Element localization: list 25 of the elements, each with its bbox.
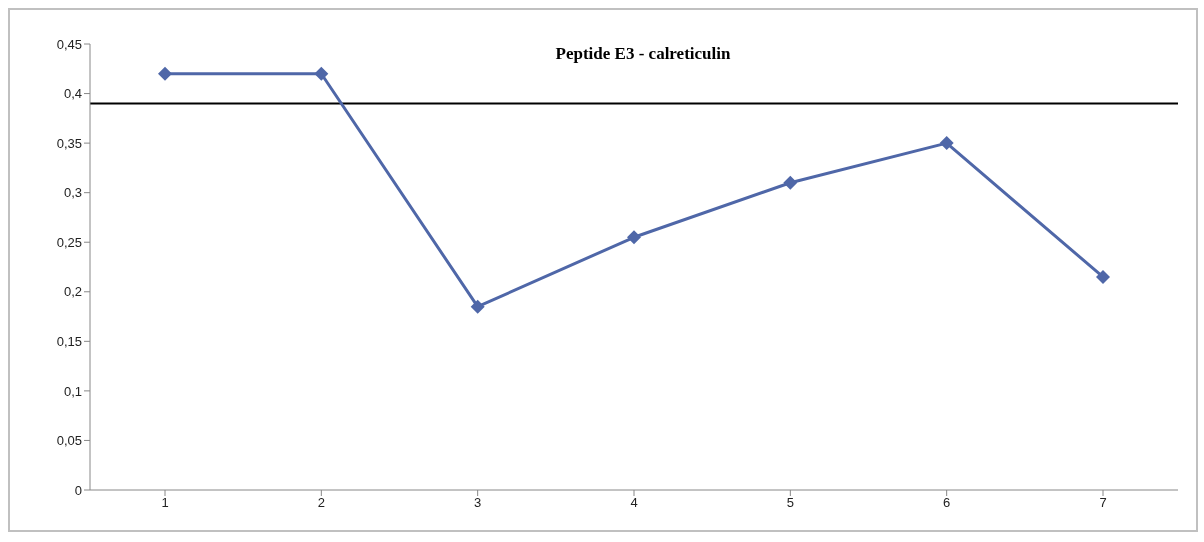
y-tick-label: 0,25 <box>56 234 82 250</box>
y-tick-label: 0,35 <box>56 135 82 151</box>
x-tick-label: 5 <box>786 495 794 511</box>
x-tick-label: 7 <box>1099 495 1107 511</box>
point <box>470 299 485 314</box>
point <box>783 175 798 190</box>
y-tick-label: 0,3 <box>63 185 82 201</box>
point <box>627 230 641 245</box>
y-tick-label: 0,05 <box>56 433 82 449</box>
x-tick-label: 6 <box>943 495 951 511</box>
y-tick-label: 0,4 <box>63 86 82 102</box>
y-tick-label: 0,15 <box>56 333 82 349</box>
y-tick-label: 0,45 <box>56 36 82 52</box>
point <box>158 66 172 81</box>
x-tick-label: 1 <box>161 495 169 511</box>
point <box>1096 269 1110 284</box>
y-tick-label: 0 <box>74 482 82 498</box>
y-tick-label: 0,1 <box>63 383 82 399</box>
chart-title: Peptide E3 - calreticulin <box>555 44 731 63</box>
x-tick-label: 4 <box>630 495 638 511</box>
point <box>314 66 329 81</box>
x-tick-label: 3 <box>474 495 482 511</box>
x-tick-label: 2 <box>317 495 325 511</box>
point <box>939 136 954 151</box>
y-tick-label: 0,2 <box>63 284 82 300</box>
